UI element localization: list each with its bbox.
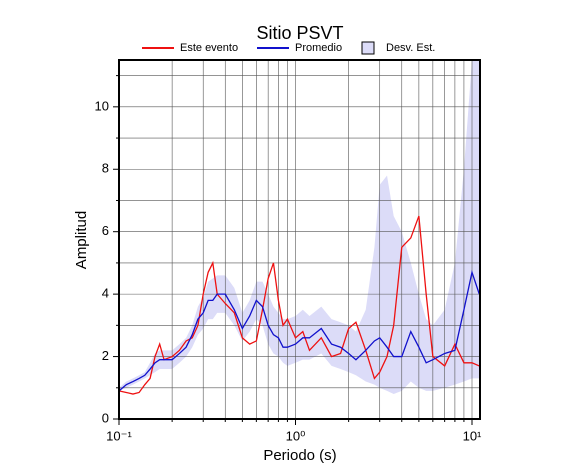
legend-label: Promedio bbox=[295, 42, 342, 54]
y-tick-label: 2 bbox=[102, 348, 109, 363]
y-tick-label: 10 bbox=[95, 98, 109, 113]
y-tick-label: 4 bbox=[102, 286, 109, 301]
legend-label: Este evento bbox=[180, 42, 238, 54]
y-tick-label: 8 bbox=[102, 161, 109, 176]
y-tick-label: 6 bbox=[102, 223, 109, 238]
x-tick-label: 10¹ bbox=[463, 428, 482, 443]
x-tick-label: 10⁻¹ bbox=[106, 428, 132, 443]
x-axis-label: Periodo (s) bbox=[263, 447, 336, 464]
line-series bbox=[118, 215, 480, 395]
plot-frame bbox=[118, 59, 481, 420]
line-series bbox=[118, 269, 480, 392]
chart-title: Sitio PSVT bbox=[256, 23, 343, 43]
x-tick-label: 10⁰ bbox=[286, 428, 306, 443]
y-tick-label: 0 bbox=[102, 410, 109, 425]
y-axis-label: Amplitud bbox=[73, 211, 90, 269]
std-band bbox=[119, 60, 480, 395]
legend-label: Desv. Est. bbox=[386, 42, 435, 54]
legend-swatch bbox=[361, 41, 375, 55]
